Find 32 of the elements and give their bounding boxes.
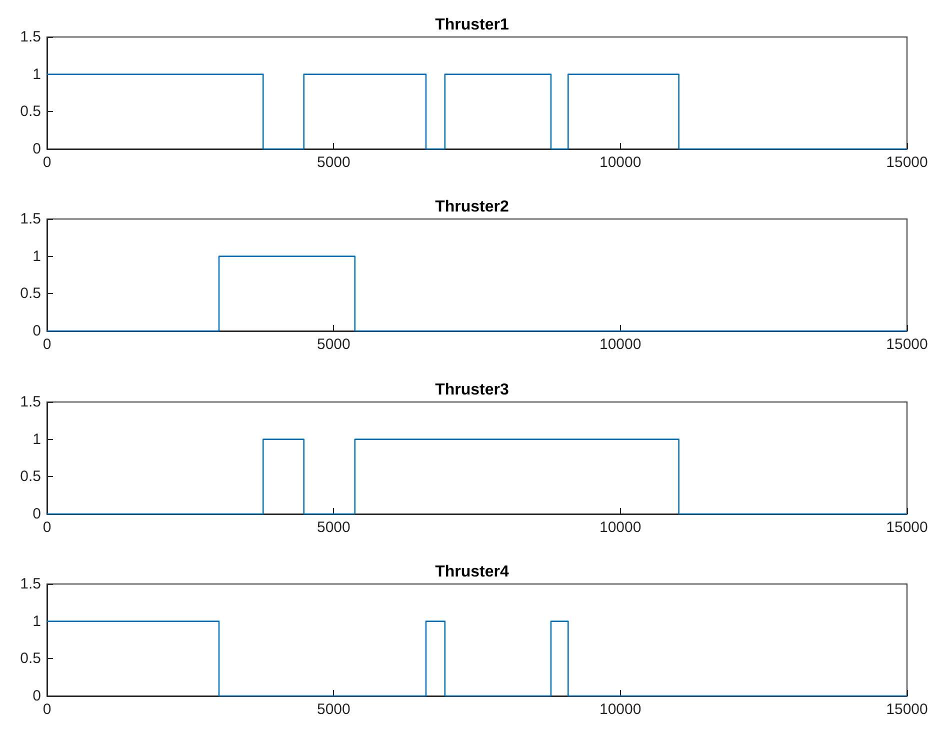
chart-title: Thruster4 <box>435 564 509 581</box>
y-tick-label: 0.5 <box>20 650 41 668</box>
y-tick-label: 0.5 <box>20 286 41 303</box>
y-tick-label: 0 <box>32 140 41 158</box>
x-tick-label: 10000 <box>599 701 642 718</box>
y-tick-label: 1.5 <box>20 28 41 46</box>
y-tick-label: 1 <box>32 430 41 448</box>
chart-title: Thruster2 <box>435 198 509 216</box>
y-tick-label: 1 <box>32 248 41 266</box>
x-tick-label: 10000 <box>599 336 642 354</box>
x-tick-label: 15000 <box>886 518 928 536</box>
x-tick-label: 5000 <box>316 336 350 354</box>
x-tick-label: 5000 <box>316 518 350 536</box>
y-tick-label: 0.5 <box>20 103 41 120</box>
y-tick-label: 1 <box>32 66 41 83</box>
y-tick-label: 0 <box>32 322 41 340</box>
x-tick-label: 5000 <box>316 701 350 718</box>
x-tick-label: 5000 <box>316 154 350 171</box>
x-tick-label: 15000 <box>886 154 928 171</box>
chart-title: Thruster1 <box>435 16 509 34</box>
x-tick-label: 15000 <box>886 701 928 718</box>
y-tick-label: 1.5 <box>20 210 41 228</box>
y-tick-label: 0 <box>32 505 41 522</box>
chart-title: Thruster3 <box>435 381 509 398</box>
y-tick-label: 0 <box>32 688 41 705</box>
x-tick-label: 10000 <box>599 154 642 171</box>
x-tick-label: 15000 <box>886 336 928 354</box>
y-tick-label: 1 <box>32 613 41 630</box>
y-tick-label: 0.5 <box>20 468 41 485</box>
y-tick-label: 1.5 <box>20 576 41 593</box>
x-tick-label: 10000 <box>599 518 642 536</box>
y-tick-label: 1.5 <box>20 393 41 410</box>
